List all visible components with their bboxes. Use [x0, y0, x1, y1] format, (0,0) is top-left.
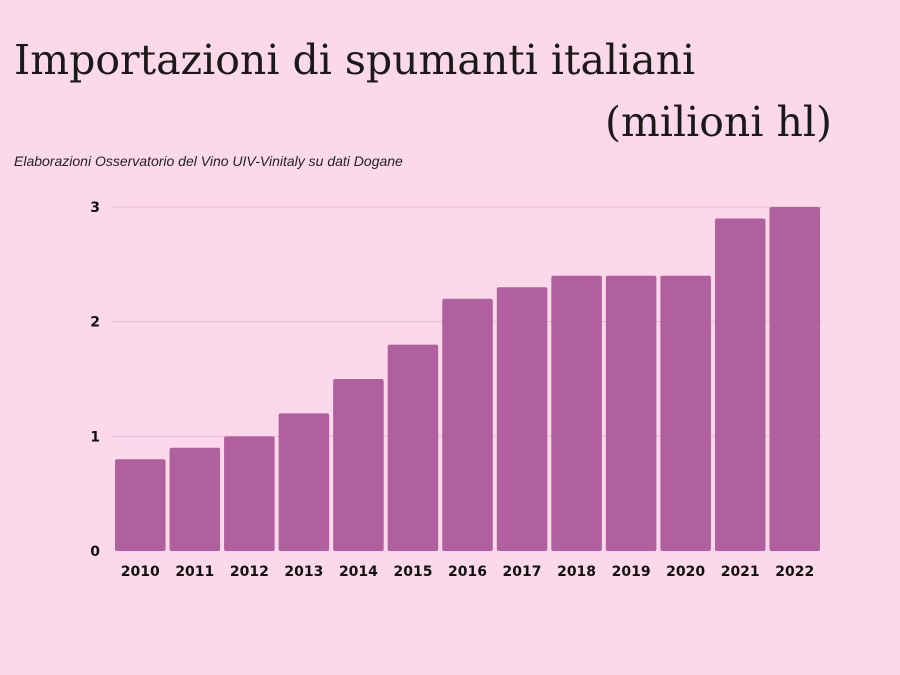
- x-tick-label: 2018: [557, 564, 596, 580]
- bar-2022: [769, 207, 820, 551]
- x-tick-label: 2022: [775, 564, 814, 580]
- x-tick-label: 2014: [339, 564, 378, 580]
- bars: [115, 207, 820, 551]
- bar-2017: [496, 287, 548, 551]
- bar-2021: [714, 218, 766, 551]
- x-tick-label: 2013: [284, 564, 323, 580]
- bar-2019: [605, 275, 657, 551]
- x-tick-label: 2011: [175, 564, 214, 580]
- x-tick-label: 2016: [448, 564, 487, 580]
- x-axis-ticks: 2010 2011 2012 2013 2014 2015 2016 2017 2018 2019…: [121, 564, 814, 580]
- bar-2015: [387, 344, 439, 551]
- y-tick-label: 1: [90, 429, 100, 445]
- x-tick-label: 2017: [503, 564, 542, 580]
- x-tick-label: 2021: [721, 564, 760, 580]
- y-tick-label: 3: [90, 200, 100, 216]
- bar-2013: [278, 413, 330, 551]
- chart-subtitle: Elaborazioni Osservatorio del Vino UIV-V…: [14, 153, 403, 169]
- y-tick-label: 0: [90, 544, 100, 560]
- y-axis-ticks: 0 1 2 3: [90, 200, 100, 560]
- x-tick-label: 2015: [393, 564, 432, 580]
- y-tick-label: 2: [90, 315, 100, 331]
- bar-2016: [442, 298, 493, 551]
- chart-title-unit: (milioni hl): [605, 98, 832, 146]
- bar-2018: [551, 275, 602, 551]
- bar-2020: [660, 275, 711, 551]
- bar-2011: [169, 447, 221, 551]
- chart-title: Importazioni di spumanti italiani: [14, 36, 696, 84]
- bar-2014: [333, 379, 384, 551]
- bar-2010: [115, 459, 166, 551]
- x-tick-label: 2020: [666, 564, 705, 580]
- x-tick-label: 2012: [230, 564, 269, 580]
- x-tick-label: 2010: [121, 564, 160, 580]
- bar-2012: [224, 436, 275, 551]
- x-tick-label: 2019: [612, 564, 651, 580]
